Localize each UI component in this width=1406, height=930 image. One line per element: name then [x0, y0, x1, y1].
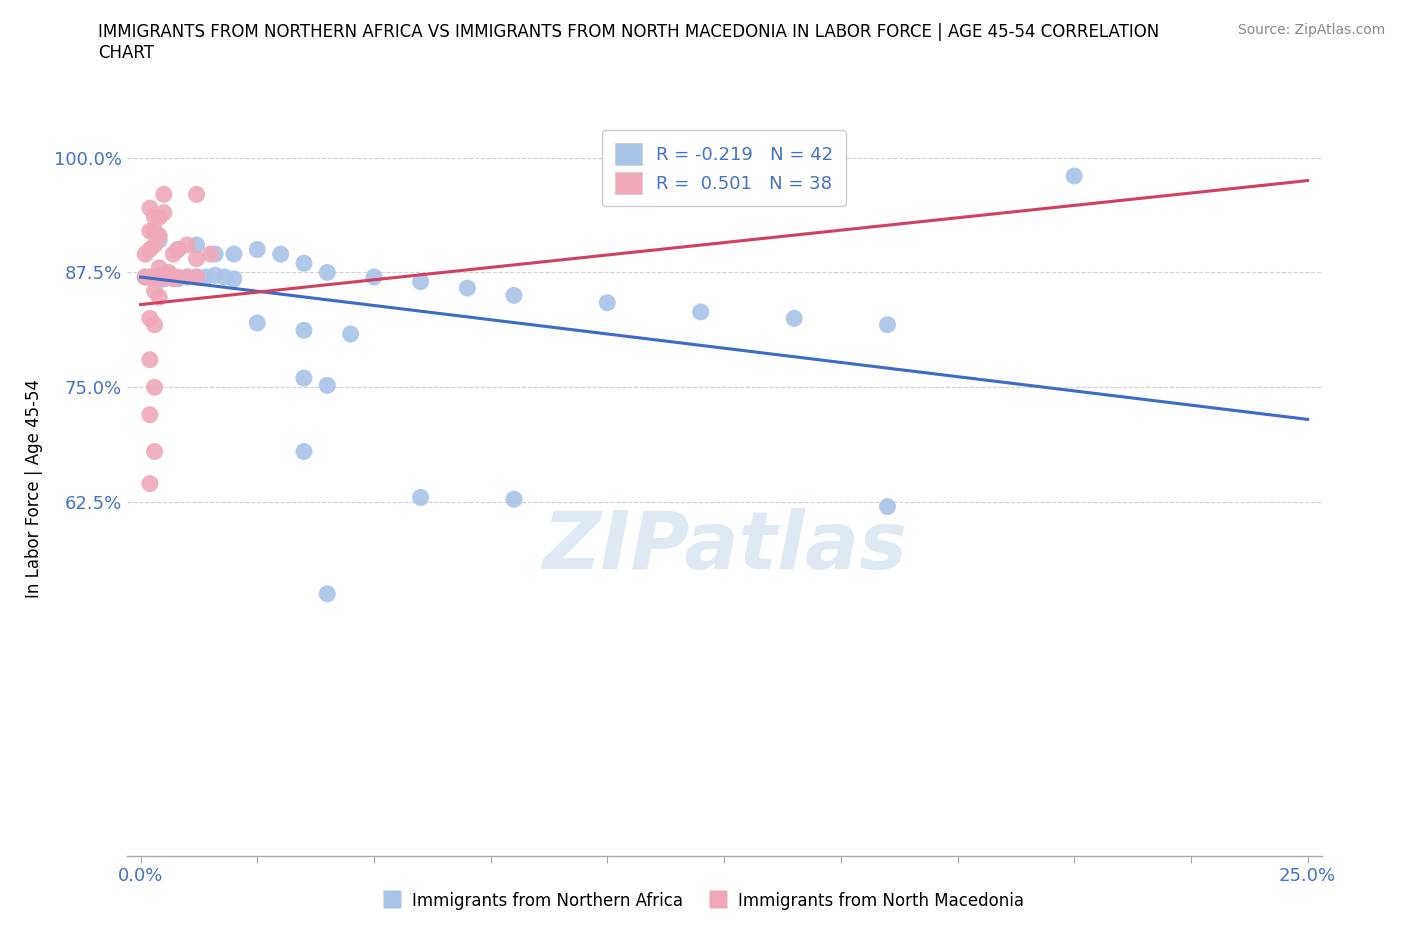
Point	[186, 270, 208, 285]
Point	[134, 270, 156, 285]
Y-axis label: In Labor Force | Age 45-54: In Labor Force | Age 45-54	[24, 379, 42, 598]
Point	[194, 270, 217, 285]
Point	[214, 270, 236, 285]
Point	[186, 187, 208, 202]
Point	[167, 242, 190, 257]
Point	[270, 246, 292, 261]
Point	[876, 499, 898, 514]
Point	[139, 270, 162, 285]
Point	[503, 288, 526, 303]
Point	[134, 246, 156, 261]
Point	[596, 296, 619, 311]
Point	[292, 371, 315, 386]
Point	[143, 224, 166, 239]
Point	[143, 284, 166, 299]
Point	[246, 315, 269, 330]
Point	[316, 265, 339, 280]
Text: IMMIGRANTS FROM NORTHERN AFRICA VS IMMIGRANTS FROM NORTH MACEDONIA IN LABOR FORC: IMMIGRANTS FROM NORTHERN AFRICA VS IMMIG…	[98, 23, 1160, 62]
Point	[143, 317, 166, 332]
Point	[222, 246, 245, 261]
Point	[456, 281, 478, 296]
Point	[409, 490, 432, 505]
Point	[139, 352, 162, 367]
Text: ZIPatlas: ZIPatlas	[541, 508, 907, 586]
Point	[339, 326, 361, 341]
Point	[148, 228, 170, 243]
Point	[167, 242, 190, 257]
Point	[186, 251, 208, 266]
Point	[689, 304, 711, 319]
Point	[503, 492, 526, 507]
Point	[363, 270, 385, 285]
Point	[246, 242, 269, 257]
Point	[316, 378, 339, 392]
Point	[143, 270, 166, 285]
Point	[139, 476, 162, 491]
Point	[876, 317, 898, 332]
Point	[186, 270, 208, 285]
Point	[409, 274, 432, 289]
Point	[162, 246, 184, 261]
Point	[162, 270, 184, 285]
Point	[153, 206, 176, 220]
Point	[162, 272, 184, 286]
Point	[153, 187, 176, 202]
Text: Source: ZipAtlas.com: Source: ZipAtlas.com	[1237, 23, 1385, 37]
Point	[134, 270, 156, 285]
Point	[143, 379, 166, 394]
Point	[176, 270, 198, 285]
Point	[204, 246, 226, 261]
Point	[157, 265, 180, 280]
Point	[153, 270, 176, 285]
Point	[200, 246, 222, 261]
Point	[167, 272, 190, 286]
Point	[176, 237, 198, 252]
Point	[167, 270, 190, 285]
Point	[139, 242, 162, 257]
Legend: R = -0.219   N = 42, R =  0.501   N = 38: R = -0.219 N = 42, R = 0.501 N = 38	[602, 130, 846, 206]
Point	[143, 210, 166, 225]
Point	[176, 270, 198, 285]
Point	[157, 270, 180, 285]
Point	[292, 256, 315, 271]
Point	[139, 311, 162, 325]
Legend: Immigrants from Northern Africa, Immigrants from North Macedonia: Immigrants from Northern Africa, Immigra…	[375, 885, 1031, 917]
Point	[148, 270, 170, 285]
Point	[204, 268, 226, 283]
Point	[157, 270, 180, 285]
Point	[148, 232, 170, 247]
Point	[148, 268, 170, 283]
Point	[139, 270, 162, 285]
Point	[783, 311, 806, 325]
Point	[148, 260, 170, 275]
Point	[139, 201, 162, 216]
Point	[153, 272, 176, 286]
Point	[222, 272, 245, 286]
Point	[186, 237, 208, 252]
Point	[139, 224, 162, 239]
Point	[292, 444, 315, 458]
Point	[143, 270, 166, 285]
Point	[1063, 168, 1085, 183]
Point	[143, 237, 166, 252]
Point	[143, 444, 166, 458]
Point	[139, 407, 162, 422]
Point	[292, 323, 315, 338]
Point	[316, 587, 339, 602]
Point	[148, 290, 170, 305]
Point	[148, 210, 170, 225]
